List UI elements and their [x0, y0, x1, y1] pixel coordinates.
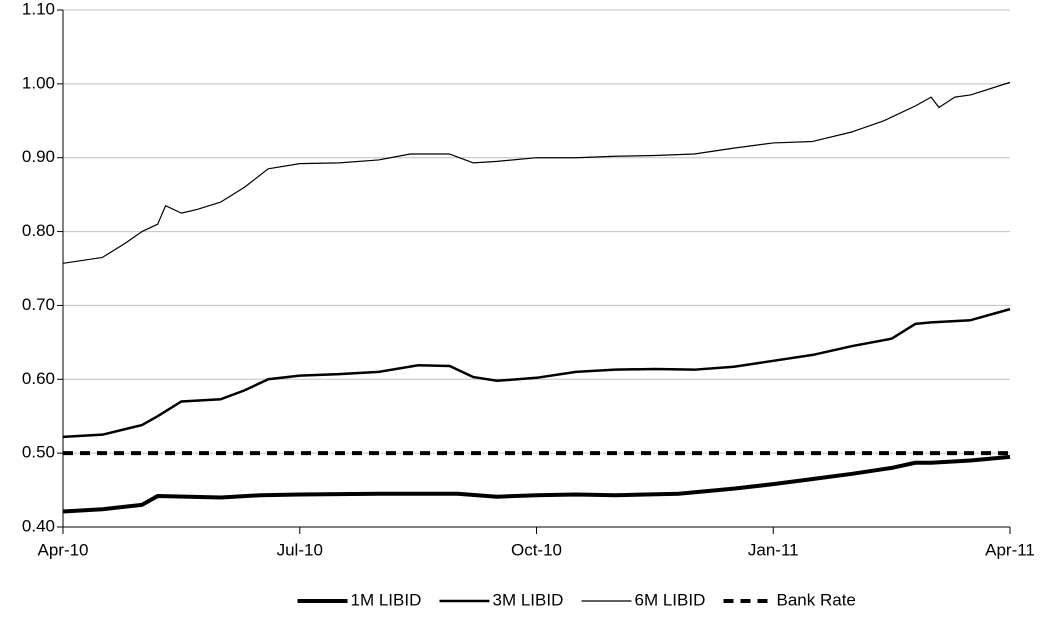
y-tick-label: 0.80	[22, 221, 55, 240]
legend-label: 3M LIBID	[493, 590, 564, 609]
x-tick-label: Oct-10	[511, 540, 562, 559]
y-tick-label: 0.70	[22, 295, 55, 314]
x-tick-label: Jan-11	[748, 540, 799, 559]
y-tick-label: 0.90	[22, 147, 55, 166]
legend-label: Bank Rate	[777, 590, 856, 609]
y-tick-label: 0.60	[22, 369, 55, 388]
y-tick-label: 1.00	[22, 73, 55, 92]
series-line	[62, 307, 1011, 439]
y-tick-label: 1.10	[22, 0, 55, 18]
x-tick-label: Apr-10	[37, 540, 88, 559]
y-tick-label: 0.40	[22, 516, 55, 535]
y-tick-label: 0.50	[22, 443, 55, 462]
x-tick-label: Jul-10	[277, 540, 323, 559]
series-line	[62, 454, 1011, 514]
legend-label: 1M LIBID	[351, 590, 422, 609]
x-tick-label: Apr-11	[985, 540, 1035, 559]
series-line	[62, 81, 1011, 264]
legend-label: 6M LIBID	[635, 590, 706, 609]
